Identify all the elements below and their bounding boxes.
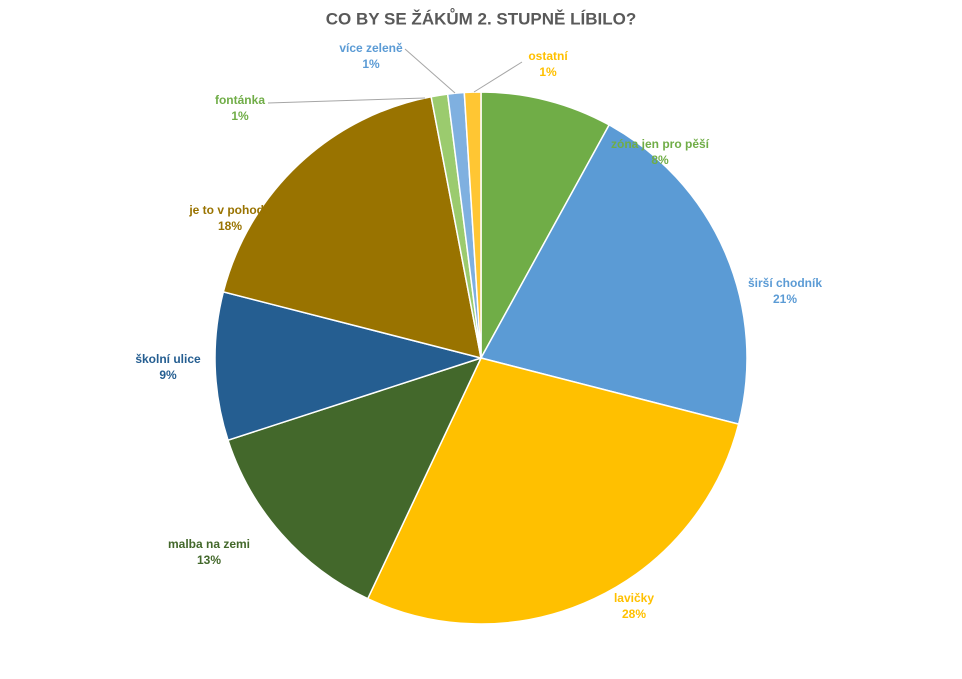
pie-slice xyxy=(480,91,611,359)
leader-line xyxy=(404,48,456,94)
category-label: školní ulice xyxy=(135,352,201,366)
value-label: 13% xyxy=(197,553,221,567)
leader-line xyxy=(267,97,426,104)
category-label: zóna jen pro pěší xyxy=(611,137,710,151)
value-label: 21% xyxy=(773,292,797,306)
value-label: 9% xyxy=(159,368,177,382)
pie-slice xyxy=(366,357,740,625)
pie-slice xyxy=(479,123,748,426)
pie-slice xyxy=(214,290,484,442)
pie-slice xyxy=(227,356,483,600)
value-label: 28% xyxy=(622,607,646,621)
category-label: je to v pohodě xyxy=(188,203,271,217)
leader-line xyxy=(473,61,523,93)
category-label: širší chodník xyxy=(748,276,822,290)
category-label: fontánka xyxy=(215,93,265,107)
value-label: 1% xyxy=(362,57,380,71)
value-label: 8% xyxy=(651,153,669,167)
pie-slice xyxy=(222,95,482,360)
category-label: lavičky xyxy=(614,591,654,605)
category-label: malba na zemi xyxy=(168,537,250,551)
value-label: 1% xyxy=(539,65,557,79)
chart-title: CO BY SE ŽÁKŮM 2. STUPNĚ LÍBILO? xyxy=(326,8,636,28)
pie-slice xyxy=(463,91,482,359)
value-label: 1% xyxy=(231,109,249,123)
value-label: 18% xyxy=(218,219,242,233)
category-label: ostatní xyxy=(528,49,568,63)
category-label: více zeleně xyxy=(339,41,403,55)
